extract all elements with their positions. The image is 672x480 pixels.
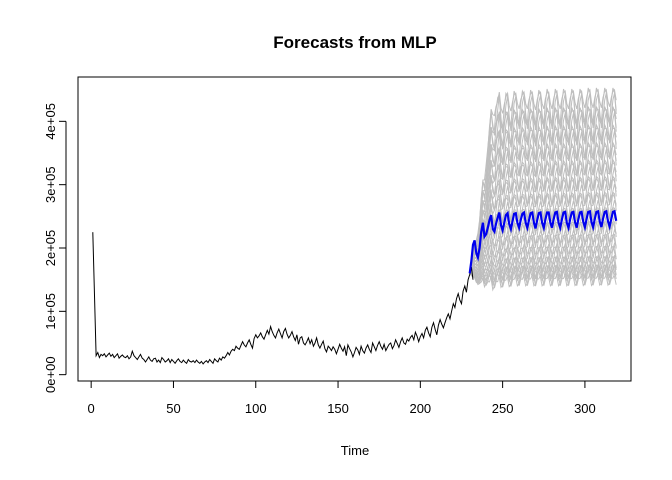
forecast-path-line xyxy=(469,193,617,274)
forecast-path-line xyxy=(469,234,617,275)
forecast-path-line xyxy=(469,122,617,274)
y-tick-label: 0e+00 xyxy=(43,356,58,393)
x-tick-label: 200 xyxy=(409,401,431,416)
forecast-mean-line xyxy=(468,209,618,274)
x-axis-label: Time xyxy=(341,443,369,458)
forecast-path-line xyxy=(469,191,617,274)
history-series xyxy=(92,232,474,365)
forecast-path-line xyxy=(469,106,617,274)
x-tick-label: 150 xyxy=(327,401,349,416)
x-axis: 0 50 100 150 200 250 300 xyxy=(88,380,596,416)
forecast-path-line xyxy=(469,206,617,274)
forecast-path-line xyxy=(469,88,617,274)
forecast-paths xyxy=(469,87,617,292)
forecast-path-line xyxy=(469,175,617,274)
x-tick-label: 100 xyxy=(245,401,267,416)
forecast-path-line xyxy=(469,158,617,274)
y-axis: 0e+00 1e+05 2e+05 3e+05 4e+05 xyxy=(43,103,67,393)
forecast-path-line xyxy=(469,140,617,274)
forecast-mean-series xyxy=(468,209,618,274)
x-tick-label: 300 xyxy=(574,401,596,416)
history-line xyxy=(92,232,474,365)
y-tick-label: 2e+05 xyxy=(43,230,58,267)
forecast-path-line xyxy=(469,262,617,289)
y-tick-label: 3e+05 xyxy=(43,166,58,203)
x-tick-label: 250 xyxy=(492,401,514,416)
x-tick-label: 0 xyxy=(88,401,95,416)
forecast-path-line xyxy=(469,233,617,279)
x-tick-label: 50 xyxy=(166,401,180,416)
plot-area xyxy=(77,76,632,382)
chart-title: Forecasts from MLP xyxy=(273,33,436,52)
forecast-path-line xyxy=(469,244,617,282)
y-tick-label: 1e+05 xyxy=(43,293,58,330)
y-tick-label: 4e+05 xyxy=(43,103,58,140)
forecast-path-line xyxy=(469,87,617,274)
forecast-path-line xyxy=(469,221,617,275)
